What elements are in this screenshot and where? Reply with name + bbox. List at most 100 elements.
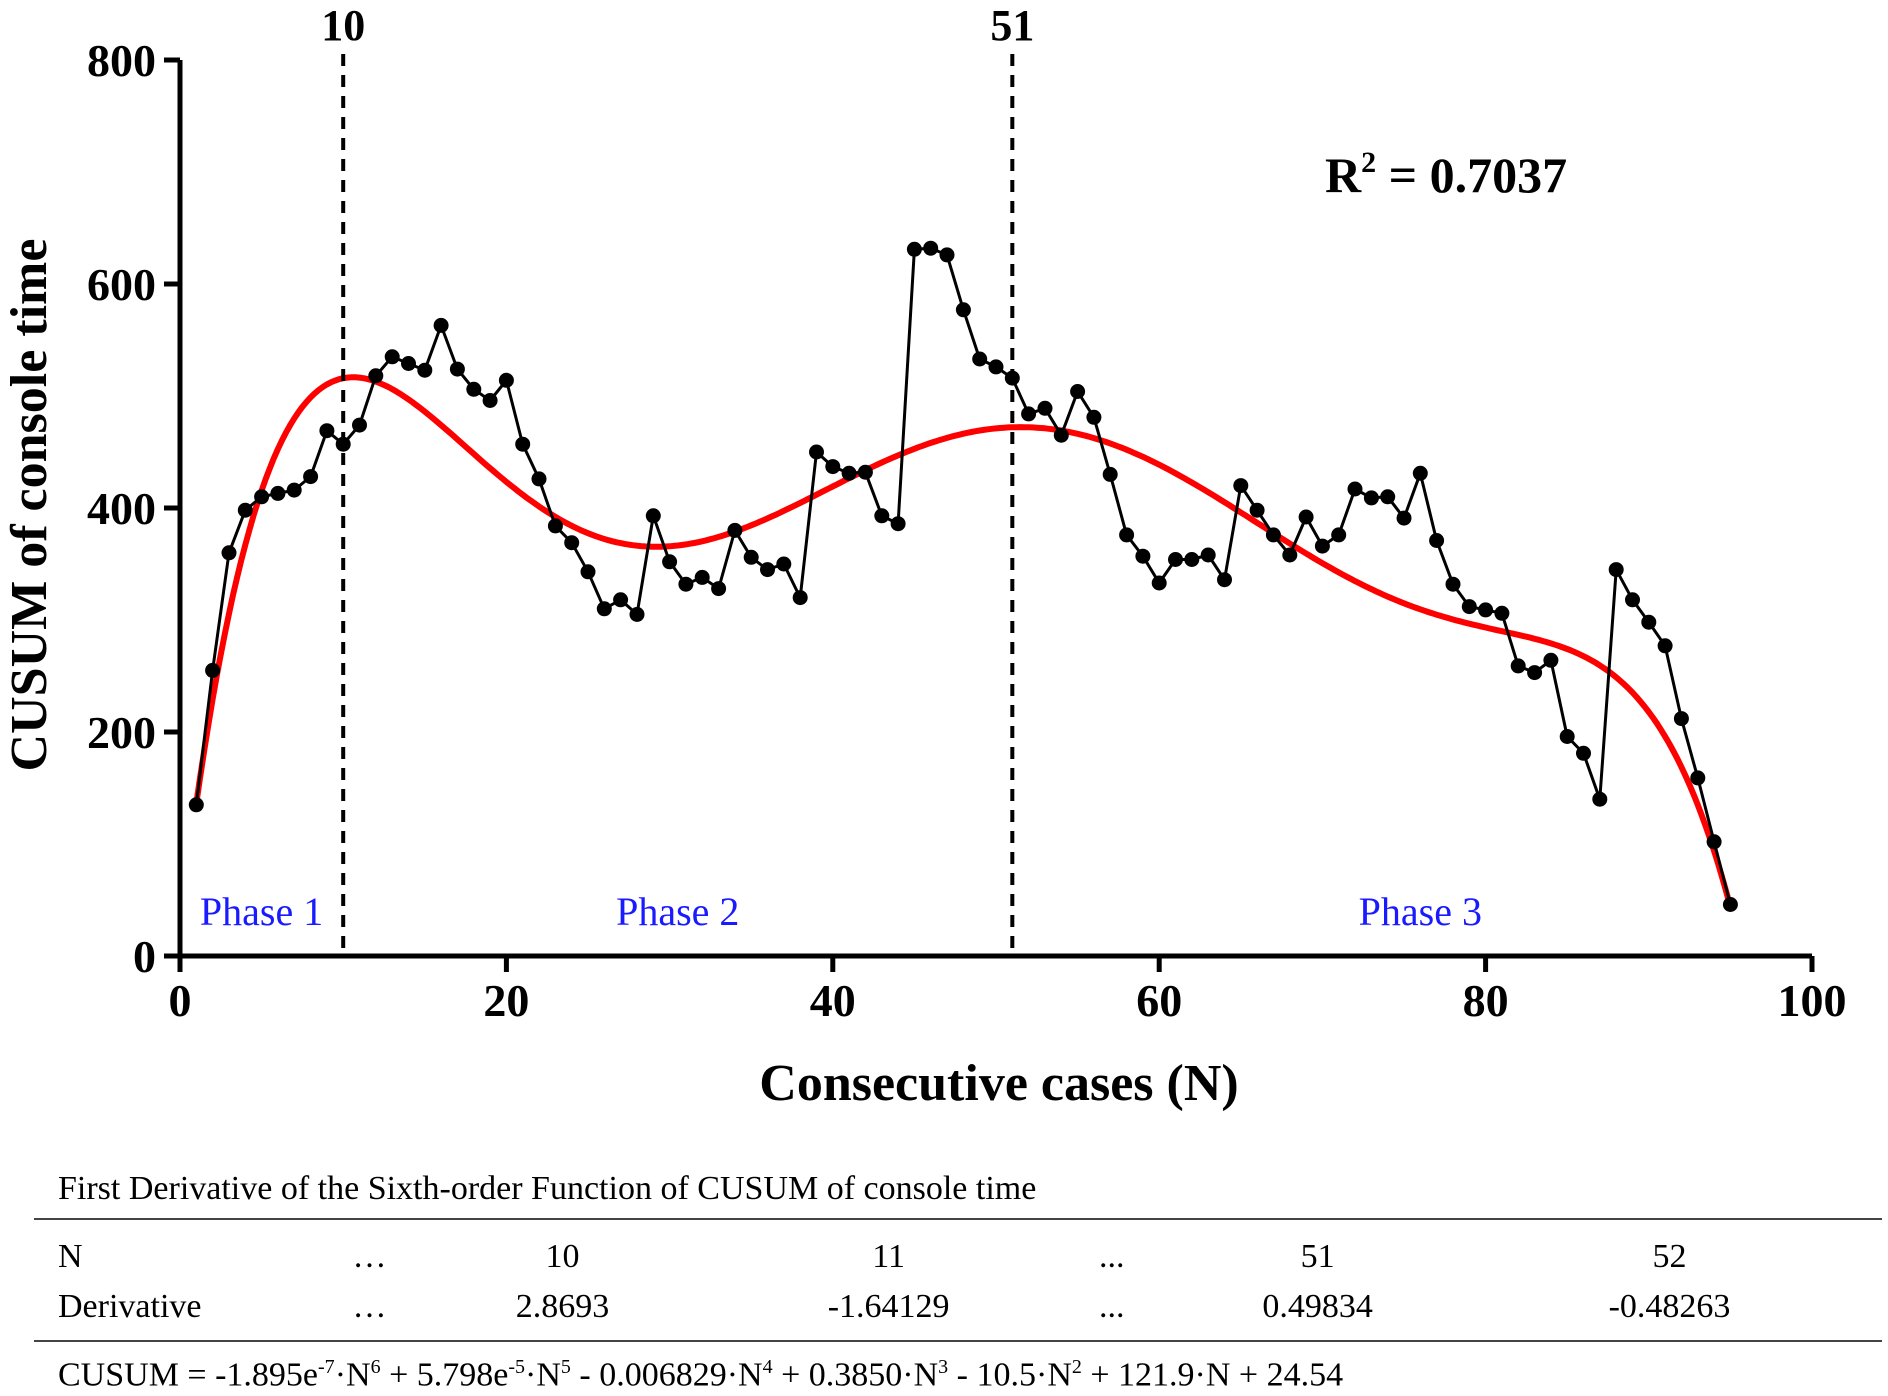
phase-boundary-label: 51 <box>990 1 1034 50</box>
data-point <box>1494 605 1510 621</box>
y-tick-label: 800 <box>87 35 156 86</box>
table-cell: 10 <box>545 1238 580 1275</box>
data-point <box>1151 575 1167 591</box>
data-point <box>1478 602 1494 618</box>
vline-layer: 10 51 Phase 1 Phase 2 Phase 3 <box>200 1 1482 956</box>
data-point <box>906 241 922 257</box>
data-point <box>498 372 514 388</box>
formula-part: - 0.006829·N <box>570 1356 763 1394</box>
data-point <box>237 502 253 518</box>
table-cell: 51 <box>1300 1238 1335 1275</box>
phase-boundary-label: 10 <box>321 1 365 50</box>
data-point <box>1510 658 1526 674</box>
data-point <box>1282 547 1298 563</box>
data-point <box>1314 538 1330 554</box>
formula-part: ·N <box>525 1356 561 1394</box>
y-tick-label: 0 <box>133 931 156 982</box>
data-point <box>384 349 400 365</box>
data-point <box>205 662 221 678</box>
data-point <box>580 564 596 580</box>
cusum-line <box>194 246 1732 905</box>
data-point <box>270 485 286 501</box>
data-point <box>776 556 792 572</box>
data-point <box>449 361 465 377</box>
data-point <box>1265 527 1281 543</box>
data-point <box>254 489 270 505</box>
data-point <box>1168 552 1183 567</box>
data-point <box>629 606 645 622</box>
derivative-table: N … 10 11 ... 51 52 Derivative … 2.8693 … <box>34 1232 1854 1332</box>
table-cell: 2.8693 <box>515 1288 610 1325</box>
r-squared-symbol: R <box>1325 147 1362 203</box>
data-point <box>1527 665 1543 681</box>
data-point <box>1657 638 1673 654</box>
formula-part: + 5.798e <box>380 1356 509 1394</box>
table-cell: -1.64129 <box>827 1288 950 1325</box>
data-point <box>1543 652 1559 668</box>
table-cell: 52 <box>1652 1238 1687 1275</box>
data-point <box>1021 406 1037 422</box>
data-point <box>1233 478 1249 494</box>
data-point <box>988 359 1004 375</box>
formula-exponent: 6 <box>370 1356 381 1378</box>
derivative-table-section: First Derivative of the Sixth-order Func… <box>0 1160 1888 1396</box>
data-point <box>1037 400 1053 416</box>
formula-exponent: -5 <box>508 1356 526 1378</box>
r-squared-value: = 0.7037 <box>1376 147 1567 203</box>
data-point <box>1249 502 1265 518</box>
data-point <box>1331 527 1347 543</box>
data-point <box>1200 547 1216 563</box>
table-row: N … 10 11 ... 51 52 <box>34 1232 1854 1282</box>
formula-part: CUSUM = -1.895e <box>58 1356 319 1394</box>
data-point <box>1445 576 1461 592</box>
table-cell: -0.48263 <box>1608 1288 1731 1325</box>
data-point <box>1053 427 1069 443</box>
table-row: Derivative … 2.8693 -1.64129 ... 0.49834… <box>34 1282 1854 1332</box>
data-point <box>482 393 498 408</box>
data-point <box>743 549 759 565</box>
data-point <box>923 240 939 256</box>
axis-layer: 0 20 40 60 80 100 0 200 400 600 800 <box>87 35 1847 1026</box>
formula-part: - 10.5·N <box>948 1356 1072 1394</box>
data-point <box>662 554 678 570</box>
data-point <box>1625 592 1640 608</box>
data-point <box>401 356 416 371</box>
data-point <box>531 471 547 487</box>
data-point <box>1086 409 1102 425</box>
data-point <box>368 368 384 384</box>
table-cell: … <box>352 1288 387 1325</box>
data-point <box>1559 729 1575 744</box>
data-point <box>711 581 727 597</box>
data-point <box>1119 527 1135 543</box>
x-tick-label: 80 <box>1463 975 1509 1026</box>
data-point <box>188 797 204 813</box>
data-point <box>303 469 319 485</box>
data-point <box>1070 384 1086 399</box>
data-point <box>874 508 890 524</box>
data-point <box>792 590 808 606</box>
data-point <box>1217 572 1232 588</box>
x-tick-label: 100 <box>1778 975 1847 1026</box>
data-point <box>1641 614 1657 630</box>
data-point <box>1673 711 1689 727</box>
row-label-derivative: Derivative <box>58 1288 202 1325</box>
fit-curve <box>193 374 1734 908</box>
data-point <box>694 569 710 585</box>
r-squared-exponent: 2 <box>1361 146 1376 179</box>
data-point <box>1298 509 1314 525</box>
table-bottom-rule <box>34 1340 1882 1342</box>
data-point <box>1706 834 1722 850</box>
data-point <box>1347 481 1363 497</box>
data-point <box>1184 552 1200 567</box>
y-tick-label: 200 <box>87 707 156 758</box>
data-point <box>841 465 857 481</box>
data-point <box>1722 897 1738 912</box>
data-point <box>1429 533 1445 548</box>
data-point <box>939 247 955 263</box>
data-point <box>1102 466 1118 482</box>
data-point <box>433 317 449 333</box>
phase-label: Phase 3 <box>1359 889 1482 934</box>
table-cell: 0.49834 <box>1262 1288 1373 1325</box>
data-point <box>466 381 482 397</box>
table-cell: 11 <box>872 1238 905 1275</box>
